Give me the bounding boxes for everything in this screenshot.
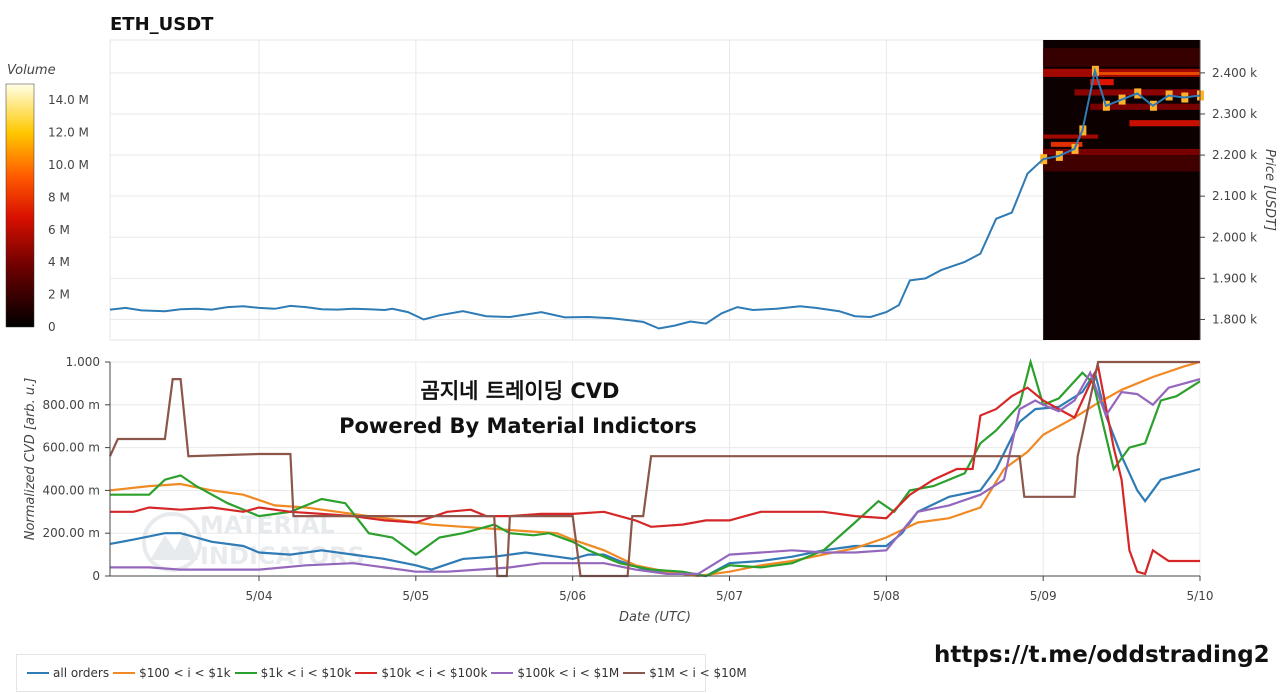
cvd-y-tick-label: 200.00 m	[43, 526, 101, 540]
colorbar-title: Volume	[7, 63, 56, 78]
legend-swatch	[234, 672, 257, 674]
colorbar-tick-label: 0	[48, 320, 56, 334]
heatmap-band	[1129, 120, 1200, 127]
price-y-tick-label: 2.300 k	[1212, 107, 1257, 121]
colorbar-tick-label: 12.0 M	[48, 126, 89, 140]
legend-label: $100 < i < $1k	[139, 666, 231, 680]
price-y-tick-label: 2.200 k	[1212, 148, 1257, 162]
cvd-y-tick-label: 800.00 m	[43, 398, 101, 412]
overlay-title-korean: 곰지네 트레이딩 CVD	[421, 379, 620, 403]
cvd-x-tick-label: 5/05	[402, 589, 429, 603]
cvd-x-tick-label: 5/07	[716, 589, 743, 603]
watermark-text-2: INDICATORS	[200, 542, 365, 570]
cvd-y-axis-label: Normalized CVD [arb. u.]	[23, 378, 38, 541]
price-grid	[109, 39, 1201, 341]
heatmap-background	[1043, 40, 1200, 340]
telegram-link[interactable]: https://t.me/oddstrading2	[934, 642, 1270, 668]
legend-label: $100k < i < $1M	[517, 666, 620, 680]
legend-swatch	[355, 672, 378, 674]
symbol-title: ETH_USDT	[110, 14, 214, 35]
cvd-x-tick-label: 5/10	[1187, 589, 1214, 603]
price-y-tick-label: 2.000 k	[1212, 230, 1257, 244]
volume-heatmap	[1040, 40, 1204, 340]
colorbar-tick-label: 2 M	[48, 288, 70, 302]
heatmap-band	[1090, 79, 1114, 86]
legend-label: $10k < i < $100k	[381, 666, 488, 680]
volume-colorbar: 0 2 M 4 M 6 M 8 M 10.0 M 12.0 M 14.0 M	[5, 83, 89, 334]
material-indicators-watermark: MATERIAL INDICATORS	[142, 511, 365, 572]
cvd-x-tick-label: 5/08	[873, 589, 900, 603]
overlay-subtitle: Powered By Material Indictors	[339, 414, 697, 438]
colorbar-tick-label: 6 M	[48, 223, 70, 237]
legend-swatch	[27, 672, 49, 674]
heatmap-band	[1043, 134, 1099, 139]
price-y-tick-label: 1.800 k	[1212, 312, 1257, 326]
legend-label: $1M < i < $10M	[649, 666, 747, 680]
legend-item[interactable]: $100k < i < $1M	[491, 666, 619, 680]
cvd-x-tick-label: 5/06	[559, 589, 586, 603]
legend-item[interactable]: $100 < i < $1k	[113, 666, 231, 680]
heatmap-band	[1043, 48, 1200, 67]
colorbar-tick-label: 14.0 M	[48, 93, 89, 107]
heatmap-band	[1051, 141, 1083, 147]
cvd-series	[108, 357, 1201, 578]
colorbar-gradient	[5, 83, 35, 328]
cvd-legend: all orders $100 < i < $1k $1k < i < $10k $1…	[16, 654, 747, 692]
cvd-x-axis-label: Date (UTC)	[619, 610, 691, 625]
legend-swatch	[623, 672, 646, 674]
price-plot-area	[109, 39, 1201, 341]
cvd-y-tick-label: 0	[92, 569, 100, 583]
price-y-tick-label: 2.400 k	[1212, 66, 1257, 80]
cvd-y-tick-label: 600.00 m	[43, 441, 101, 455]
legend-swatch	[491, 672, 514, 674]
cvd-y-tick-label: 1.000	[66, 355, 100, 369]
price-series	[109, 66, 1201, 330]
price-line	[109, 66, 1201, 330]
price-y-tick-label: 2.100 k	[1212, 189, 1257, 203]
legend-label: all orders	[53, 666, 110, 680]
legend-item[interactable]: $1k < i < $10k	[234, 666, 352, 680]
cvd-x-tick-label: 5/04	[246, 589, 273, 603]
heatmap-band	[1043, 155, 1200, 172]
colorbar-tick-label: 8 M	[48, 190, 70, 204]
legend-item[interactable]: all orders	[27, 666, 109, 680]
colorbar-tick-label: 10.0 M	[48, 158, 89, 172]
price-axis-label: Price [USDT]	[1262, 149, 1277, 231]
legend-label: $1k < i < $10k	[260, 666, 352, 680]
price-y-tick-label: 1.900 k	[1212, 271, 1257, 285]
legend-swatch	[113, 672, 136, 674]
colorbar-tick-label: 4 M	[48, 255, 70, 269]
legend-item[interactable]: $1M < i < $10M	[623, 666, 747, 680]
cvd-line--1m-i-10m	[108, 360, 1200, 578]
cvd-line--100k-i-1m	[110, 370, 1201, 575]
price-y-ticks: 1.800 k 1.900 k 2.000 k 2.100 k 2.200 k 2.300…	[1199, 40, 1257, 340]
watermark-mountain-icon	[150, 530, 198, 560]
heatmap-band	[1098, 72, 1200, 75]
heatmap-band	[1043, 148, 1200, 156]
cvd-y-tick-label: 400.00 m	[43, 483, 101, 497]
cvd-y-ticks: 0 200.00 m 400.00 m 600.00 m 800.00 m 1.000	[43, 355, 111, 583]
legend-item[interactable]: $10k < i < $100k	[355, 666, 487, 680]
heatmap-band	[1090, 103, 1200, 110]
cvd-x-tick-label: 5/09	[1030, 589, 1057, 603]
cvd-x-ticks: 5/04 5/05 5/06 5/07 5/08 5/09 5/10	[110, 575, 1214, 603]
